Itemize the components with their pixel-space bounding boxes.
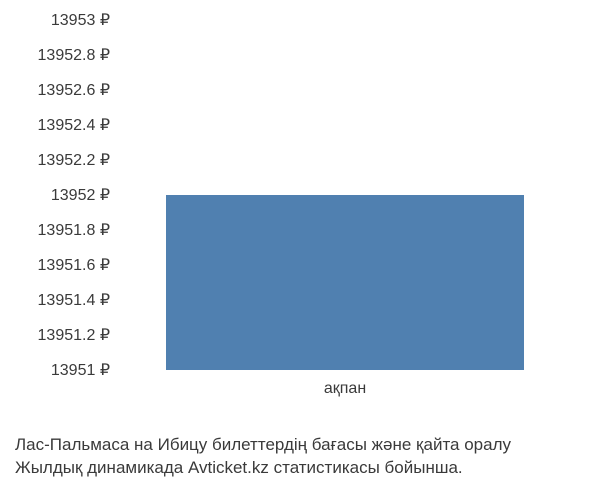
caption-line-2: Жылдық динамикада Avticket.kz статистика… [15,457,511,480]
y-tick-label: 13951.2 ₽ [38,325,110,345]
x-tick-label: ақпан [324,380,366,398]
y-axis: 13953 ₽ 13952.8 ₽ 13952.6 ₽ 13952.4 ₽ 13952.… [0,0,115,420]
y-tick-label: 13952 ₽ [51,185,110,205]
chart-container: 13953 ₽ 13952.8 ₽ 13952.6 ₽ 13952.4 ₽ 13952.… [0,0,600,420]
y-tick-label: 13951.6 ₽ [38,255,110,275]
plot-area [115,20,575,370]
y-tick-label: 13951.8 ₽ [38,220,110,240]
y-tick-label: 13952.8 ₽ [38,45,110,65]
caption-line-1: Лас-Пальмаса на Ибицу билеттердің бағасы… [15,434,511,457]
y-tick-label: 13952.2 ₽ [38,150,110,170]
y-tick-label: 13951 ₽ [51,360,110,380]
y-tick-label: 13952.4 ₽ [38,115,110,135]
y-tick-label: 13952.6 ₽ [38,80,110,100]
y-tick-label: 13951.4 ₽ [38,290,110,310]
bar [166,195,525,370]
chart-caption: Лас-Пальмаса на Ибицу билеттердің бағасы… [15,434,511,480]
y-tick-label: 13953 ₽ [51,10,110,30]
